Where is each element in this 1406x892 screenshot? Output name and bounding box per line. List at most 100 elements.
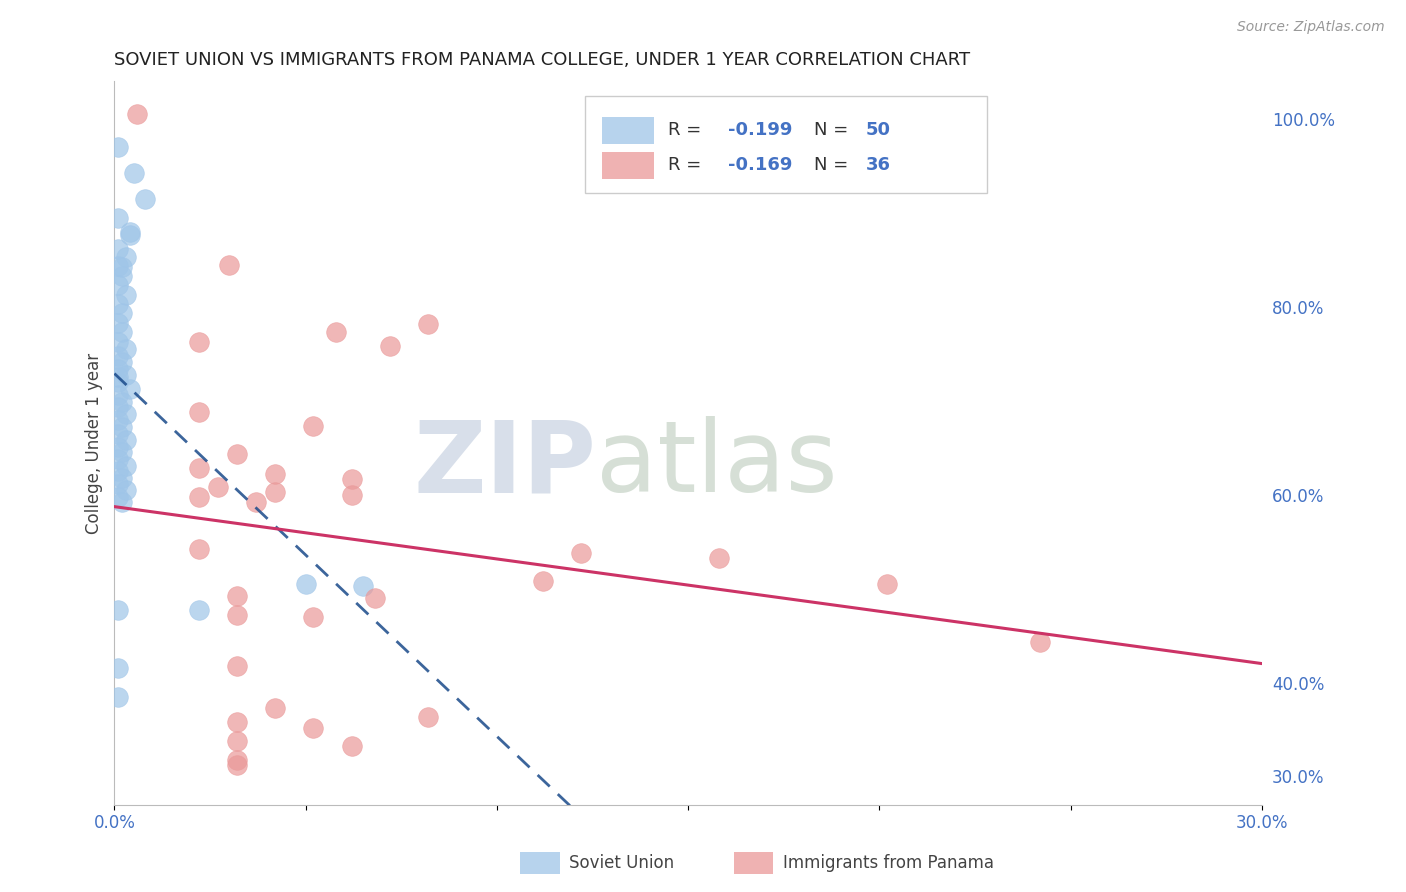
Point: [107, 361, 129, 376]
Point: [111, 306, 134, 320]
Point: [352, 579, 374, 593]
Point: [107, 316, 129, 330]
Point: [245, 495, 267, 509]
Point: [107, 375, 129, 389]
Point: [115, 458, 138, 473]
Point: [225, 658, 247, 673]
Point: [107, 260, 129, 274]
Point: [187, 603, 209, 617]
Point: [225, 607, 247, 622]
Point: [294, 577, 316, 591]
Point: [225, 447, 247, 461]
Point: [107, 464, 129, 478]
Point: [302, 609, 325, 624]
Point: [187, 461, 209, 475]
Point: [340, 739, 363, 754]
FancyBboxPatch shape: [602, 117, 654, 145]
Text: R =: R =: [668, 155, 707, 174]
Text: R =: R =: [668, 120, 707, 139]
Point: [127, 107, 149, 121]
Point: [187, 334, 209, 349]
Point: [569, 546, 592, 560]
Point: [115, 407, 138, 421]
Text: Soviet Union: Soviet Union: [569, 854, 675, 871]
Point: [111, 355, 134, 369]
Point: [416, 710, 439, 724]
Point: [115, 342, 138, 356]
Point: [340, 488, 363, 502]
Text: SOVIET UNION VS IMMIGRANTS FROM PANAMA COLLEGE, UNDER 1 YEAR CORRELATION CHART: SOVIET UNION VS IMMIGRANTS FROM PANAMA C…: [114, 51, 970, 69]
Point: [225, 589, 247, 603]
Point: [111, 394, 134, 409]
Point: [416, 317, 439, 331]
FancyBboxPatch shape: [585, 95, 987, 194]
Point: [115, 433, 138, 447]
Point: [378, 339, 401, 353]
Text: N =: N =: [814, 155, 855, 174]
Point: [111, 325, 134, 339]
Point: [118, 225, 141, 239]
Point: [107, 370, 129, 384]
Point: [225, 714, 247, 729]
Point: [107, 661, 129, 675]
Point: [115, 368, 138, 383]
FancyBboxPatch shape: [602, 152, 654, 179]
Point: [111, 420, 134, 434]
Point: [1029, 635, 1052, 649]
Point: [107, 477, 129, 491]
Point: [340, 472, 363, 486]
Point: [107, 452, 129, 467]
Point: [111, 445, 134, 459]
Point: [115, 250, 138, 264]
Point: [107, 603, 129, 617]
Text: 50: 50: [866, 120, 891, 139]
Point: [187, 405, 209, 419]
Point: [876, 577, 898, 591]
Point: [225, 733, 247, 747]
Text: Immigrants from Panama: Immigrants from Panama: [783, 854, 994, 871]
Point: [134, 192, 156, 206]
Text: -0.169: -0.169: [728, 155, 793, 174]
Point: [118, 382, 141, 396]
Point: [264, 484, 287, 499]
Point: [302, 721, 325, 735]
Point: [111, 495, 134, 509]
Point: [107, 278, 129, 293]
Point: [264, 467, 287, 481]
Point: [218, 258, 240, 272]
Point: [107, 211, 129, 225]
Y-axis label: College, Under 1 year: College, Under 1 year: [86, 352, 103, 533]
Point: [707, 550, 730, 565]
Text: Source: ZipAtlas.com: Source: ZipAtlas.com: [1237, 20, 1385, 34]
Point: [111, 260, 134, 275]
Point: [187, 491, 209, 505]
Point: [107, 690, 129, 704]
Point: [107, 349, 129, 363]
Point: [187, 542, 209, 557]
Point: [111, 471, 134, 485]
Point: [111, 268, 134, 283]
Point: [207, 480, 229, 494]
Point: [531, 574, 554, 588]
Point: [107, 242, 129, 256]
Point: [264, 701, 287, 715]
Point: [107, 334, 129, 349]
Point: [115, 483, 138, 497]
Point: [325, 325, 347, 339]
Point: [118, 228, 141, 243]
Point: [107, 401, 129, 415]
Point: [107, 426, 129, 441]
Point: [107, 490, 129, 504]
Text: atlas: atlas: [596, 417, 838, 513]
Text: ZIP: ZIP: [413, 417, 596, 513]
Text: -0.199: -0.199: [728, 120, 793, 139]
Point: [107, 440, 129, 454]
Point: [225, 753, 247, 767]
Point: [122, 166, 145, 180]
Point: [107, 388, 129, 402]
Point: [107, 140, 129, 154]
Point: [115, 287, 138, 301]
Point: [107, 413, 129, 427]
Point: [302, 419, 325, 434]
Point: [225, 758, 247, 772]
